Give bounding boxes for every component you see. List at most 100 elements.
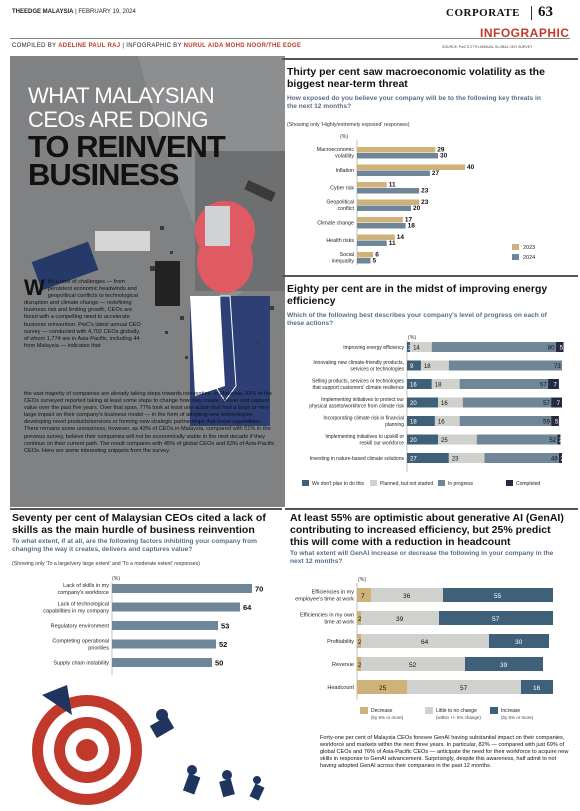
- category-label: reskill our workforce: [360, 440, 405, 446]
- bar-segment: [476, 434, 558, 445]
- legend-sublabel: (by 5% or more): [501, 715, 534, 720]
- bar: [357, 258, 371, 264]
- category-label: Incorporating climate risk in financial: [323, 416, 404, 422]
- bar-segment: [438, 397, 463, 408]
- data-label: 48: [551, 457, 558, 463]
- section-title: Seventy per cent of Malaysian CEOs cited…: [12, 512, 266, 536]
- data-label: 23: [421, 199, 429, 206]
- legend-swatch: [490, 707, 498, 714]
- target-illustration: [32, 685, 265, 805]
- data-label: 25: [379, 685, 387, 692]
- data-label: 27: [432, 170, 440, 177]
- bar-segment: [357, 611, 361, 625]
- section-note: (Showing only 'Highly/extremely exposed'…: [287, 122, 410, 128]
- data-label: 52: [219, 640, 227, 649]
- data-label: 52: [409, 662, 417, 669]
- data-label: 2: [408, 346, 412, 352]
- data-label: 18: [424, 364, 431, 370]
- bar-segment: [410, 342, 432, 352]
- data-label: 2: [559, 438, 563, 444]
- article-paragraph: ith a host of challenges — from persiste…: [24, 279, 141, 349]
- data-label: 57: [540, 383, 547, 389]
- bar-segment: [459, 416, 552, 426]
- category-label: that support customers' climate resilien…: [312, 385, 404, 391]
- bar-segment: [357, 657, 361, 671]
- bar-segment: [431, 342, 556, 352]
- hero-title: WHAT MALAYSIAN CEOs ARE DOING: [28, 83, 215, 132]
- data-label: 53: [221, 622, 229, 631]
- data-label: 7: [553, 383, 557, 389]
- data-label: 36: [403, 593, 411, 600]
- data-label: 27: [410, 457, 417, 463]
- bar-segment: [407, 680, 521, 694]
- section-question: How exposed do you believe your company …: [287, 95, 541, 110]
- bar-segment: [557, 434, 561, 445]
- category-label: Completing operational: [52, 639, 109, 645]
- bar-segment: [489, 634, 549, 648]
- category-label: conflict: [338, 206, 355, 212]
- legend-label: Decrease: [371, 708, 393, 714]
- bar: [112, 621, 218, 630]
- category-label: Inflation: [335, 168, 354, 174]
- category-label: volatility: [335, 154, 354, 160]
- bar-segment: [439, 611, 553, 625]
- data-label: 16: [441, 401, 448, 407]
- bar-segment: [465, 657, 543, 671]
- data-label: 20: [410, 401, 417, 407]
- section-question: To what extent, if at all, are the follo…: [12, 538, 257, 553]
- legend-swatch: [360, 707, 368, 714]
- bar: [357, 188, 420, 194]
- article-closing: Forty-one per cent of Malaysia CEOs fore…: [320, 735, 569, 770]
- bar: [112, 639, 216, 649]
- legend-swatch: [506, 480, 513, 486]
- data-label: 7: [557, 401, 561, 407]
- category-label: Investing in nature-based climate soluti…: [310, 456, 405, 462]
- category-label: time at work: [324, 619, 354, 625]
- section-title: Thirty per cent saw macroeconomic volati…: [287, 66, 545, 90]
- data-label: 39: [500, 662, 508, 669]
- bar-segment: [438, 434, 477, 445]
- article-paragraph: the vast majority of companies are alrea…: [24, 391, 272, 426]
- category-label: Improving energy efficiency: [343, 345, 404, 351]
- legend-swatch: [425, 707, 433, 714]
- bar-segment: [407, 379, 432, 389]
- data-label: 2: [358, 616, 362, 623]
- chart-energy: Improving energy efficiency 2 14 80 5Innovat…: [302, 340, 566, 487]
- legend-swatch: [438, 480, 445, 486]
- data-label: 5: [560, 346, 564, 352]
- category-label: company's workforce: [58, 590, 110, 596]
- bar: [112, 584, 252, 593]
- section-rule: [282, 275, 578, 277]
- category-label: Innovating new climate-friendly products…: [313, 360, 404, 366]
- bar-segment: [434, 416, 460, 426]
- bar: [357, 205, 411, 211]
- category-label: Efficiencies in my own: [300, 613, 354, 619]
- data-label: 40: [467, 164, 475, 171]
- bar-segment: [459, 379, 549, 389]
- hero-title-bold: TO REINVENT BUSINESS: [28, 129, 226, 192]
- issue-date: FEBRUARY 19, 2024: [78, 9, 136, 15]
- dropcap: W: [24, 275, 45, 300]
- compiler-name: ADELINE PAUL RAJ: [58, 43, 121, 49]
- bar-segment: [484, 453, 559, 463]
- data-label: 9: [410, 364, 414, 370]
- bar-segment: [407, 416, 435, 426]
- page-number: 63: [538, 4, 553, 20]
- bar: [357, 164, 465, 170]
- category-label: Lack of technological: [58, 602, 109, 608]
- legend-swatch: [512, 254, 519, 260]
- category-label: inequality: [332, 259, 355, 265]
- section-title: At least 55% are optimistic about genera…: [290, 512, 564, 548]
- section-rule: [282, 58, 578, 60]
- bar-segment: [357, 680, 407, 694]
- category-label: Revenue: [332, 662, 354, 668]
- publication-name: THEEDGE MALAYSIA: [12, 9, 74, 15]
- category-label: Cyber risk: [330, 185, 354, 191]
- data-label: 16: [533, 685, 541, 692]
- bar-segment: [407, 360, 421, 371]
- bar-segment: [448, 360, 562, 371]
- data-label: 0: [562, 364, 566, 370]
- category-label: physical assets/workforce from climate r…: [309, 403, 404, 409]
- legend-label: Little to no change: [436, 708, 477, 714]
